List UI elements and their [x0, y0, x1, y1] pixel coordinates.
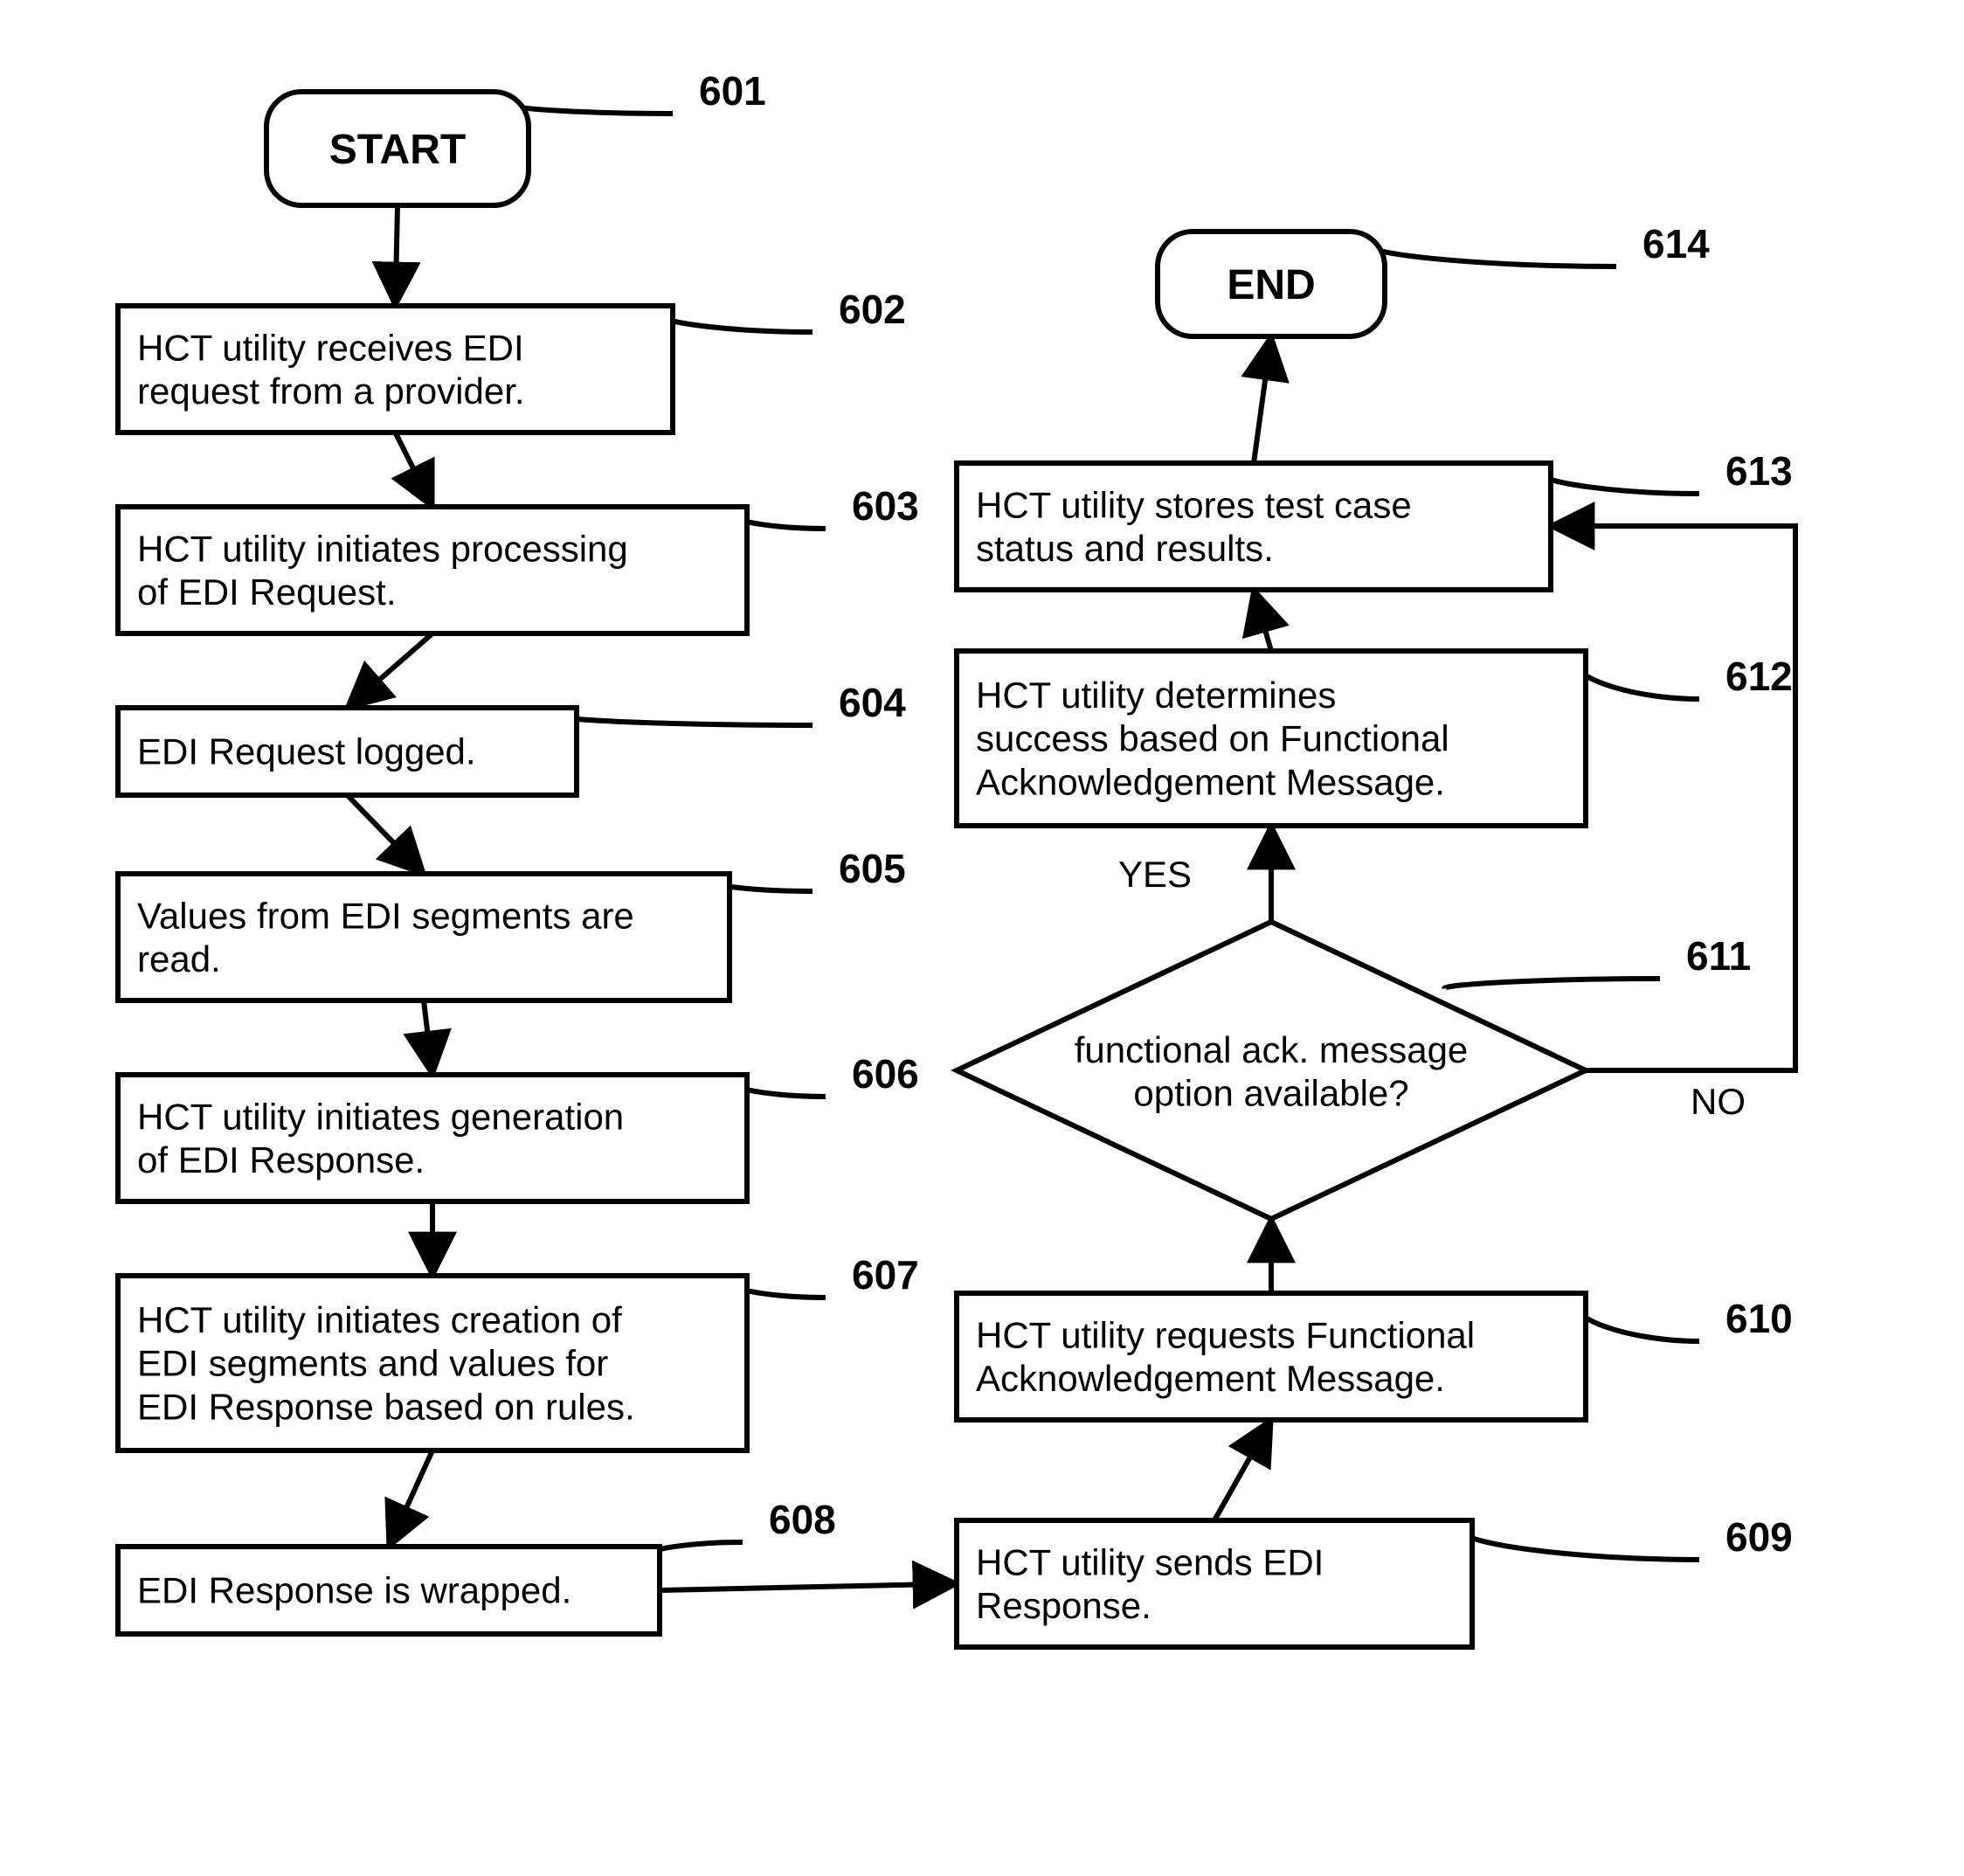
ref-label: 603 — [852, 483, 919, 529]
node-n614: END — [1158, 232, 1385, 336]
edge — [348, 633, 433, 708]
node-n603: HCT utility initiates processingof EDI R… — [118, 507, 747, 633]
terminator-text: START — [329, 127, 466, 173]
edge-label: NO — [1691, 1081, 1746, 1122]
terminator-text: END — [1227, 262, 1315, 308]
edge — [396, 433, 433, 507]
node-n604: EDI Request logged. — [118, 708, 577, 795]
node-n611: functional ack. messageoption available? — [957, 922, 1586, 1219]
ref-label: 607 — [852, 1252, 919, 1298]
label-leader — [660, 315, 813, 332]
edge — [660, 1584, 957, 1591]
label-leader — [1538, 472, 1699, 494]
node-n608: EDI Response is wrapped. — [118, 1547, 660, 1634]
ref-label: 613 — [1725, 448, 1793, 494]
ref-label: 614 — [1642, 221, 1710, 267]
node-n601: START — [266, 92, 529, 205]
ref-label: 611 — [1686, 933, 1751, 979]
node-n610: HCT utility requests FunctionalAcknowled… — [957, 1293, 1586, 1420]
ref-label: 609 — [1725, 1514, 1793, 1560]
edge — [1254, 336, 1271, 463]
node-n602: HCT utility receives EDIrequest from a p… — [118, 306, 673, 433]
edge — [389, 1450, 432, 1547]
ref-label: 608 — [769, 1497, 836, 1542]
edge — [1214, 1420, 1271, 1520]
label-leader — [1444, 979, 1660, 989]
node-text: EDI Response is wrapped. — [137, 1570, 571, 1611]
node-n613: HCT utility stores test casestatus and r… — [957, 463, 1551, 590]
label-leader — [511, 105, 673, 114]
ref-label: 612 — [1725, 654, 1793, 699]
edge — [1254, 590, 1271, 651]
node-n605: Values from EDI segments areread. — [118, 874, 730, 1000]
edge-label: YES — [1118, 854, 1192, 895]
label-leader — [1573, 660, 1699, 699]
ref-label: 604 — [839, 680, 906, 725]
node-text: EDI Request logged. — [137, 731, 476, 772]
label-leader — [1367, 245, 1616, 267]
label-leader — [564, 716, 813, 725]
label-leader — [1573, 1302, 1699, 1341]
label-leader — [1459, 1529, 1699, 1560]
ref-label: 606 — [852, 1051, 919, 1097]
ref-label: 602 — [839, 287, 906, 332]
edge — [396, 205, 398, 306]
ref-label: 605 — [839, 846, 906, 891]
node-n606: HCT utility initiates generationof EDI R… — [118, 1075, 747, 1201]
node-n609: HCT utility sends EDIResponse. — [957, 1520, 1472, 1647]
node-n607: HCT utility initiates creation ofEDI seg… — [118, 1276, 747, 1450]
node-text: HCT utility initiates creation ofEDI seg… — [137, 1299, 635, 1427]
edge — [424, 1000, 432, 1075]
edge — [348, 795, 425, 874]
node-n612: HCT utility determinessuccess based on F… — [957, 651, 1586, 826]
ref-label: 601 — [699, 68, 766, 114]
ref-label: 610 — [1725, 1296, 1793, 1341]
